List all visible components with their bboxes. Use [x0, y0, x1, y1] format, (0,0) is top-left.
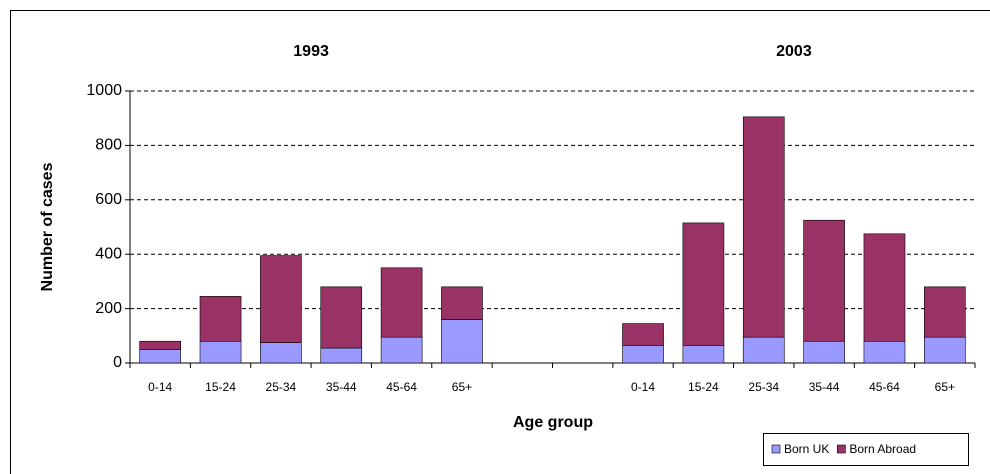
bar-segment: [260, 255, 302, 343]
legend-label: Born UK: [784, 442, 829, 456]
bar-segment: [682, 222, 725, 346]
bar-segment: [803, 340, 845, 364]
bar-segment: [380, 336, 423, 364]
x-tick-label: 45-64: [386, 380, 417, 394]
bar-segment: [441, 319, 483, 364]
bar-segment: [742, 336, 785, 364]
x-tick-label: 0-14: [631, 380, 655, 394]
x-tick-label: 65+: [935, 380, 955, 394]
y-tick-label: 200: [95, 300, 122, 317]
x-tick-label: 15-24: [205, 380, 236, 394]
bar-segment: [320, 347, 363, 364]
bar-segment: [380, 267, 423, 338]
y-axis-title: Number of cases: [39, 162, 56, 291]
group-label: 1993: [293, 43, 329, 60]
bar-segment: [622, 345, 664, 364]
y-tick-label: 1000: [86, 82, 122, 99]
legend-swatch: [771, 444, 781, 454]
x-tick-label: 35-44: [326, 380, 357, 394]
bar-segment: [199, 340, 242, 364]
bar-segment: [742, 116, 785, 338]
bar-segment: [320, 286, 363, 349]
x-tick-label: 25-34: [266, 380, 297, 394]
x-axis-title: Age group: [513, 414, 593, 431]
bar-segment: [923, 286, 966, 338]
x-tick-label: 35-44: [809, 380, 840, 394]
x-tick-label: 15-24: [688, 380, 719, 394]
x-tick-label: 45-64: [869, 380, 900, 394]
x-tick-label: 0-14: [148, 380, 172, 394]
bar-segment: [803, 219, 845, 342]
bar-segment: [863, 233, 906, 342]
bar-segment: [139, 349, 182, 364]
y-tick-label: 800: [95, 137, 122, 154]
bar-segment: [682, 345, 725, 364]
group-label: 2003: [776, 43, 812, 60]
legend-label: Born Abroad: [849, 442, 916, 456]
legend-swatch: [837, 444, 846, 454]
bar-segment: [139, 340, 182, 350]
bar-segment: [622, 323, 664, 346]
bar-segment: [441, 286, 483, 320]
legend-box: [763, 433, 969, 466]
bar-segment: [199, 296, 242, 342]
y-tick-label: 400: [95, 245, 122, 262]
bar-segment: [923, 336, 966, 364]
bar-segment: [863, 340, 906, 364]
bar-segment: [260, 342, 302, 364]
y-tick-label: 600: [95, 191, 122, 208]
y-tick-label: 0: [113, 354, 122, 371]
x-tick-label: 65+: [452, 380, 472, 394]
x-tick-label: 25-34: [748, 380, 779, 394]
